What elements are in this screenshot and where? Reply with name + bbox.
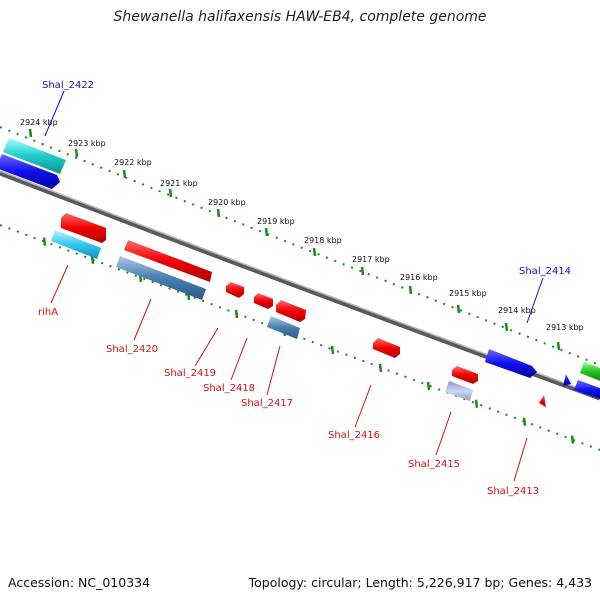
- forward-genes: [0, 138, 600, 400]
- gene-label-shal-2413[interactable]: Shal_2413: [487, 486, 539, 497]
- kbp-tick-label: 2922 kbp: [114, 158, 152, 167]
- kbp-tick-label: 2914 kbp: [498, 306, 536, 315]
- kbp-tick-label: 2918 kbp: [304, 236, 342, 245]
- gene-shal-2420-red[interactable]: [124, 240, 212, 282]
- kbp-tick-label: 2913 kbp: [546, 323, 584, 332]
- gene-blue-right[interactable]: [574, 380, 600, 400]
- inner-tick-mark: [234, 309, 239, 319]
- gene-small-blue[interactable]: [563, 374, 571, 386]
- kbp-tick-mark: [216, 208, 221, 218]
- kbp-tick-mark: [168, 188, 173, 198]
- kbp-tick-mark: [312, 247, 317, 257]
- kbp-tick-mark: [28, 128, 33, 138]
- kbp-tick-mark: [122, 169, 127, 179]
- kbp-tick-mark: [360, 266, 365, 276]
- gene-shal-2415[interactable]: [445, 381, 473, 401]
- gene-shal-2420[interactable]: [116, 256, 206, 300]
- inner-tick-mark: [330, 345, 335, 355]
- kbp-tick-mark: [504, 322, 509, 332]
- kbp-tick-label: 2923 kbp: [68, 139, 106, 148]
- gene-label-shal-2415[interactable]: Shal_2415: [408, 459, 460, 470]
- gene-shal-2418[interactable]: [254, 293, 273, 309]
- kbp-tick-label: 2916 kbp: [400, 273, 438, 282]
- inner-tick-mark: [378, 363, 383, 373]
- kbp-tick-label: 2919 kbp: [257, 217, 295, 226]
- gene-rihA[interactable]: [51, 230, 101, 259]
- gene-shal-2417-red[interactable]: [276, 300, 306, 322]
- kbp-tick-mark: [74, 148, 79, 158]
- gene-label-shal-2420[interactable]: Shal_2420: [106, 344, 158, 355]
- accession-text: Accession: NC_010334: [8, 575, 151, 590]
- inner-tick-mark: [474, 399, 479, 408]
- outer-dotted-track: [0, 126, 600, 366]
- map-title: Shewanella halifaxensis HAW-EB4, complet…: [113, 9, 487, 25]
- gene-label-shal-2422[interactable]: Shal_2422: [42, 80, 94, 91]
- gene-rihA-red[interactable]: [61, 213, 106, 243]
- kbp-tick-label: 2920 kbp: [208, 198, 246, 207]
- kbp-tick-label: 2915 kbp: [449, 289, 487, 298]
- kbp-tick-mark: [456, 304, 461, 314]
- kbp-tick-mark: [408, 285, 413, 295]
- inner-tick-mark: [42, 237, 47, 246]
- reverse-genes: [51, 213, 546, 407]
- genome-summary-text: Topology: circular; Length: 5,226,917 bp…: [248, 575, 592, 590]
- kbp-tick-label: 2917 kbp: [352, 255, 390, 264]
- gene-shal-2422-cyan[interactable]: [3, 138, 66, 174]
- gene-green-right[interactable]: [580, 362, 600, 382]
- kbp-tick-mark: [264, 227, 269, 237]
- kbp-tick-mark: [556, 341, 561, 351]
- inner-dotted-track: [0, 224, 600, 451]
- gene-shal-2414[interactable]: [485, 349, 537, 378]
- gene-label-shal-2417[interactable]: Shal_2417: [241, 398, 293, 409]
- inner-tick-mark: [570, 435, 575, 444]
- gene-label-shal-2414[interactable]: Shal_2414: [519, 266, 571, 277]
- kbp-ticks: 2924 kbp 2923 kbp 2922 kbp 2921 kbp 2920 kbp…: [20, 118, 584, 444]
- gene-shal-2416[interactable]: [373, 338, 400, 358]
- gene-shal-2419[interactable]: [226, 282, 244, 298]
- gene-shal-2417[interactable]: [267, 316, 300, 339]
- gene-shal-2415-red[interactable]: [452, 366, 478, 384]
- gene-label-shal-2419[interactable]: Shal_2419: [164, 368, 216, 379]
- inner-tick-mark: [426, 381, 431, 391]
- gene-shal-2422[interactable]: [0, 154, 60, 189]
- kbp-tick-label: 2921 kbp: [160, 179, 198, 188]
- gene-label-shal-2416[interactable]: Shal_2416: [328, 430, 380, 441]
- label-leaders: [44, 90, 544, 482]
- gene-label-riha[interactable]: rihA: [38, 307, 58, 318]
- gene-labels: Shal_2422 Shal_2414 rihA Shal_2420 Shal_…: [38, 80, 571, 497]
- kbp-tick-label: 2924 kbp: [20, 118, 58, 127]
- gene-label-shal-2418[interactable]: Shal_2418: [203, 383, 255, 394]
- inner-tick-mark: [522, 417, 527, 426]
- gene-shal-2413[interactable]: [539, 395, 546, 407]
